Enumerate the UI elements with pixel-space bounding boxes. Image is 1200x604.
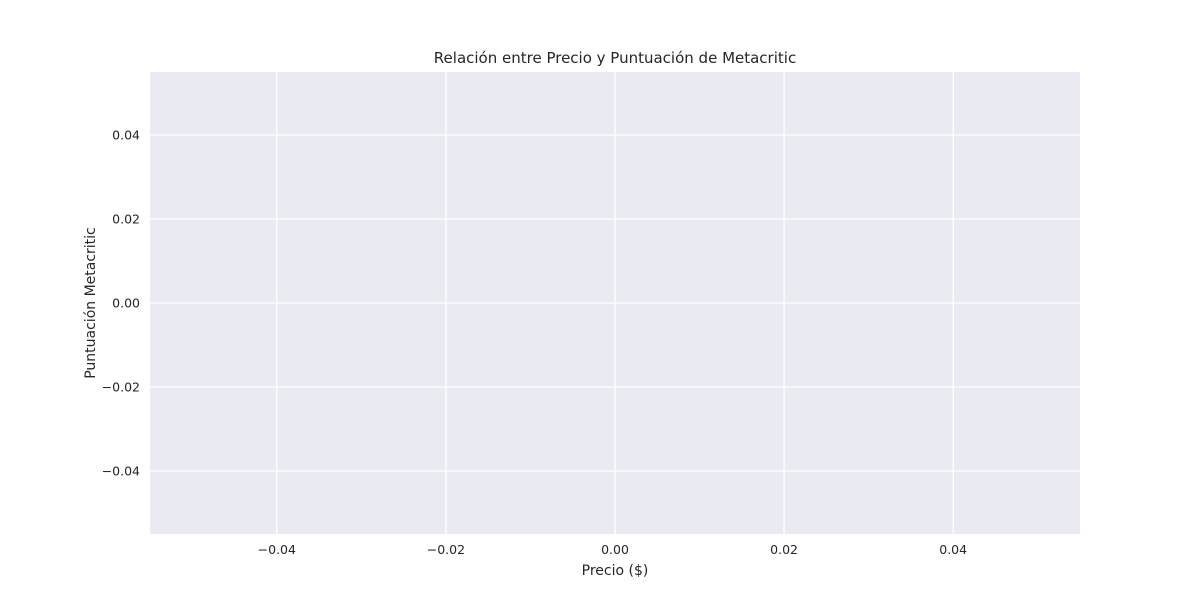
x-tick-label: −0.04 — [258, 542, 296, 557]
y-tick-labels: −0.04 −0.02 0.00 0.02 0.04 — [102, 128, 140, 479]
x-tick-label: −0.02 — [427, 542, 465, 557]
x-tick-label: 0.02 — [770, 542, 798, 557]
y-tick-label: −0.04 — [102, 464, 140, 479]
grid-lines — [150, 72, 1080, 534]
chart-title: Relación entre Precio y Puntuación de Me… — [434, 49, 796, 67]
x-tick-label: 0.00 — [601, 542, 629, 557]
y-tick-label: 0.04 — [112, 128, 140, 143]
x-tick-label: 0.04 — [939, 542, 967, 557]
x-axis-label: Precio ($) — [582, 563, 649, 579]
x-tick-labels: −0.04 −0.02 0.00 0.02 0.04 — [258, 542, 967, 557]
y-axis-label: Puntuación Metacritic — [83, 227, 99, 379]
y-tick-label: 0.00 — [112, 296, 140, 311]
y-tick-label: −0.02 — [102, 380, 140, 395]
y-tick-label: 0.02 — [112, 212, 140, 227]
